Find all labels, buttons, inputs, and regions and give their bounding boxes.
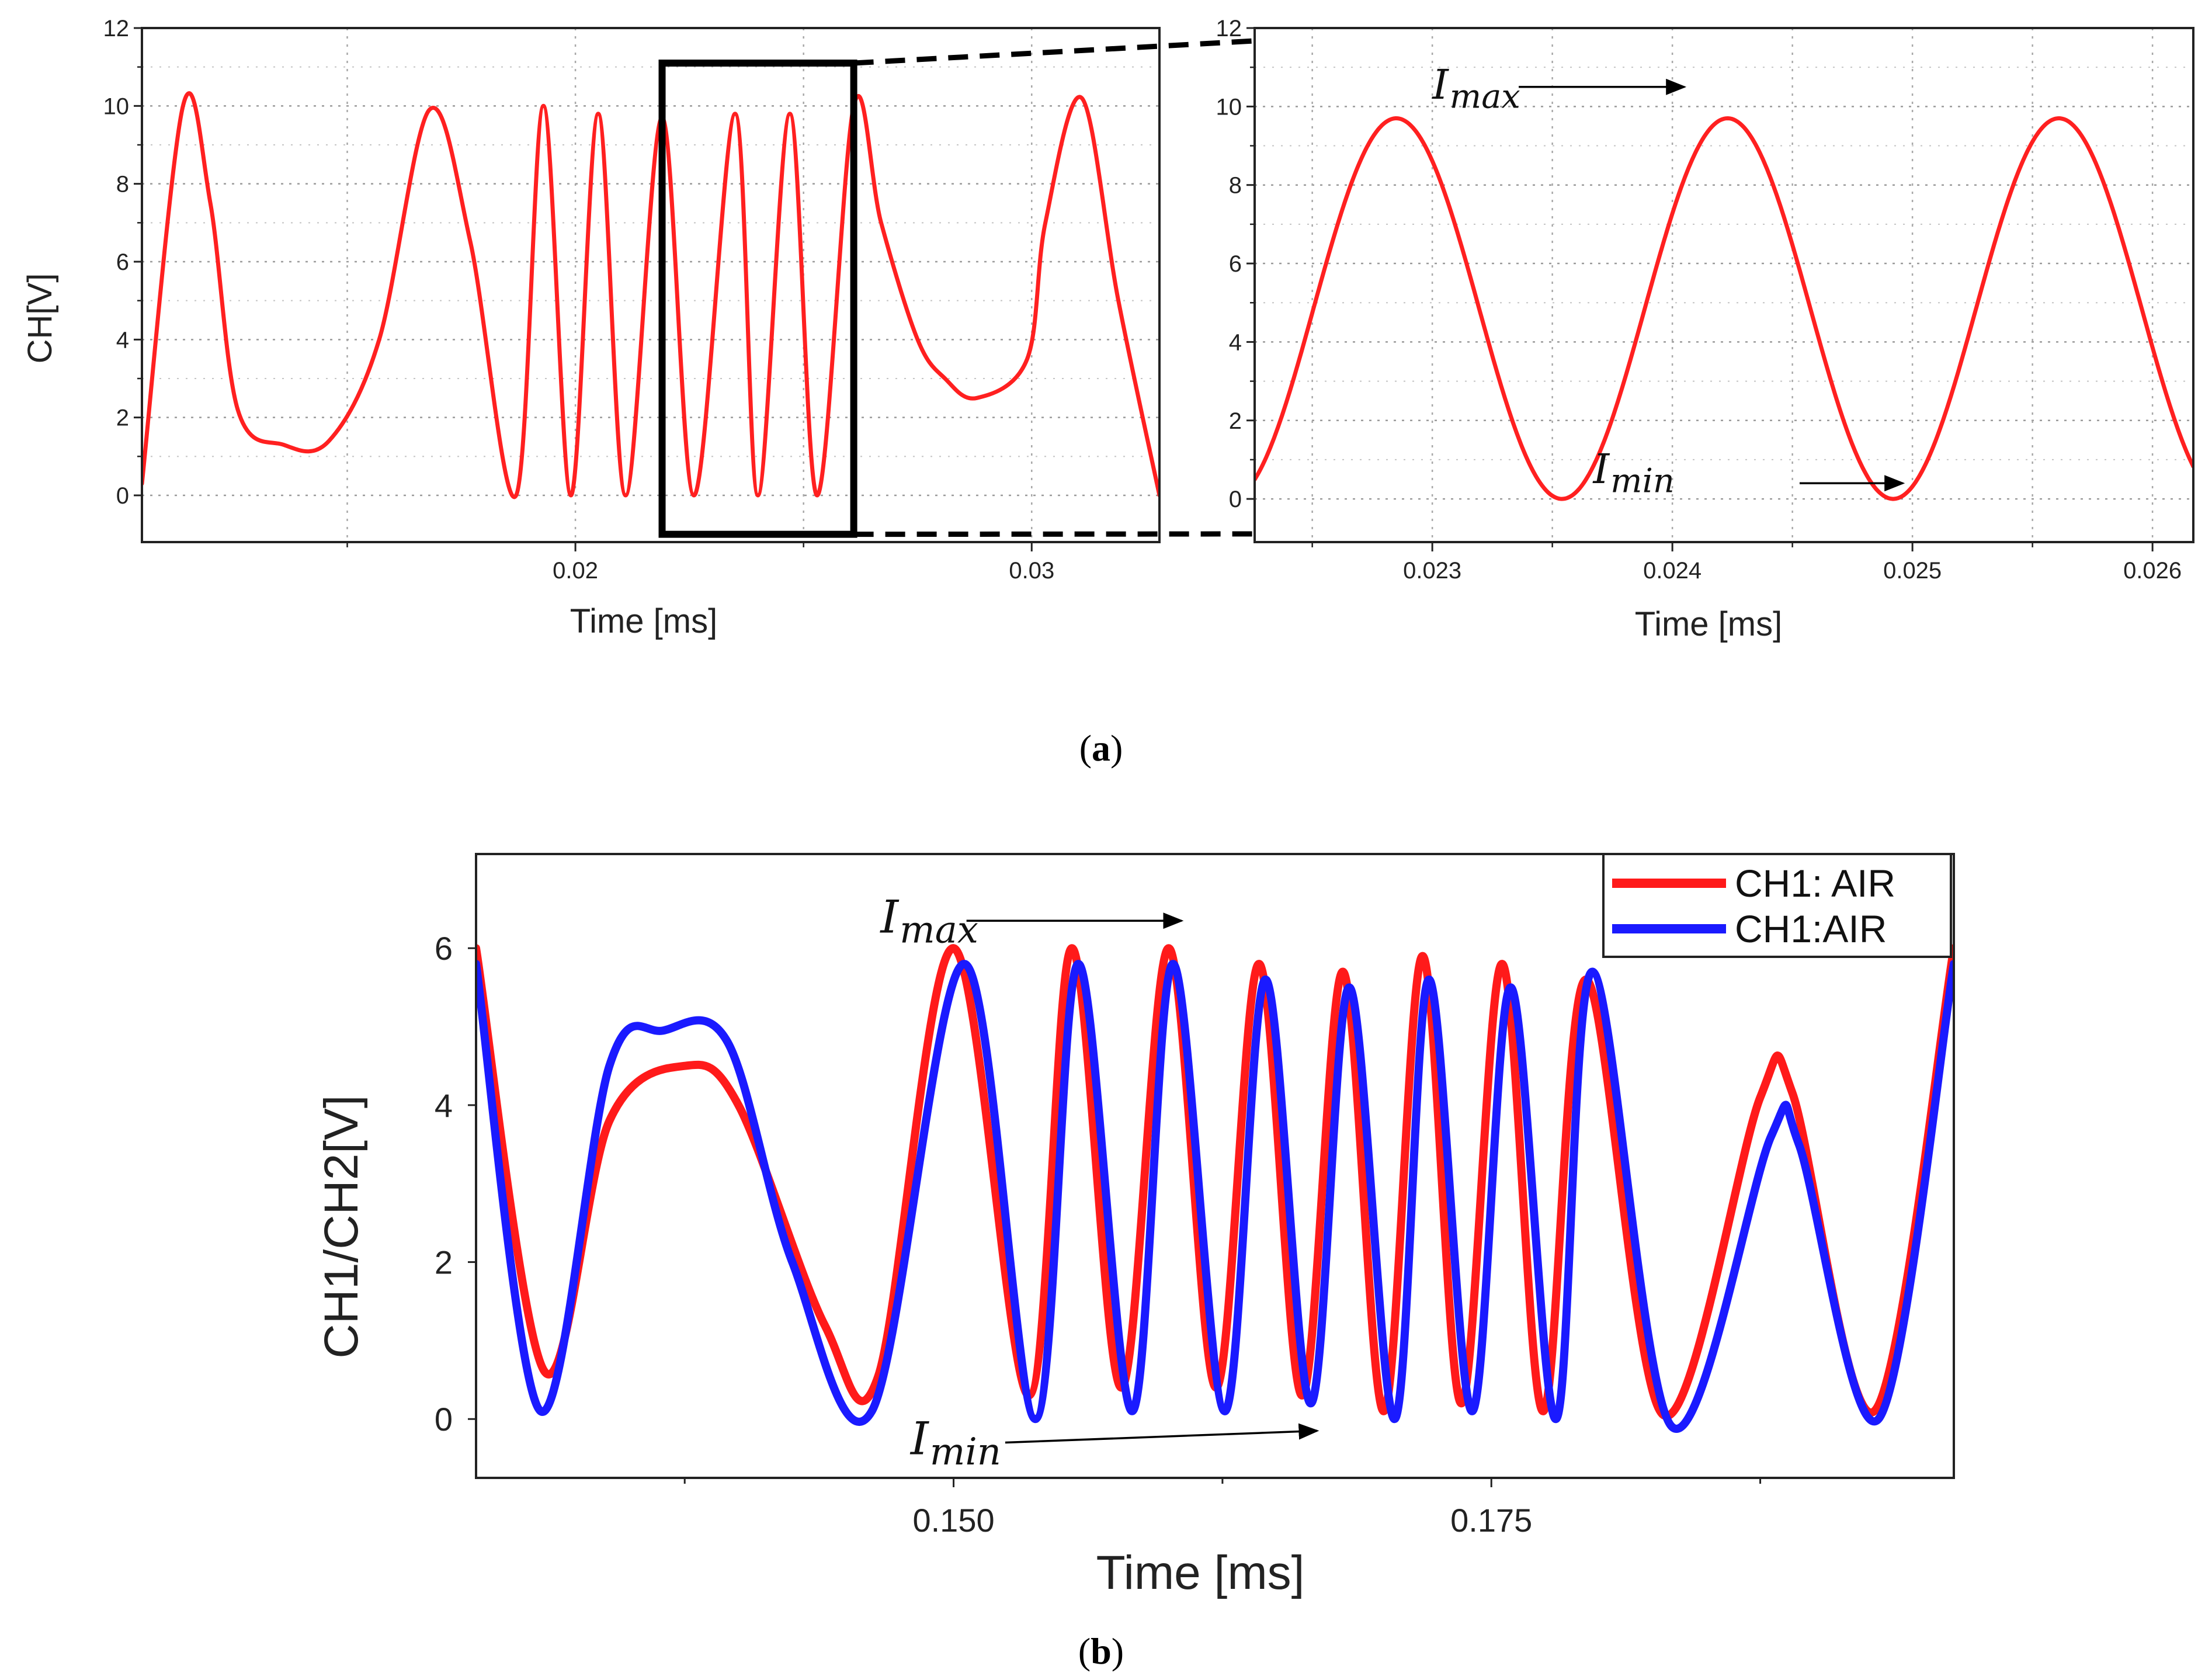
panel-a-overview-frame [141, 27, 1161, 543]
panel-a-overview-axes: 0 2 4 6 8 10 12 0.02 0.03 [103, 16, 1161, 584]
panel-a-overview-ytick-label: 2 [116, 405, 129, 431]
panel-a-zoom-annotation-max-subscript: max [1450, 77, 1520, 116]
panel-b-ytick-label: 6 [435, 930, 453, 967]
panel-b-series-1-line [476, 944, 1954, 1421]
panel-a-zoom-ytick-label: 6 [1229, 251, 1242, 277]
panel-a-zoom-annotation-min-subscript: min [1610, 461, 1675, 501]
panel-a-zoom-axes: 0 2 4 6 8 10 12 0.023 0.024 0.025 0.026 [1216, 16, 2194, 584]
panel-b-frame [475, 853, 1955, 1479]
panel-b-ytick-label: 0 [435, 1401, 453, 1438]
panel-a-zoom-region-box [658, 60, 857, 538]
panel-b-annotation-min: Imin [909, 1413, 1001, 1474]
panel-a-zoom-marks [1255, 116, 2193, 501]
panel-b-xtick-label: 0.150 [912, 1502, 994, 1539]
caption-b: (b) [1078, 1630, 1124, 1672]
panel-a-overview-xtick-label: 0.02 [553, 558, 598, 584]
panel-b-xlabel: Time [ms] [1096, 1546, 1305, 1599]
panel-a-zoom-xtick-label: 0.026 [2123, 558, 2182, 584]
panel-b-marks [476, 944, 1954, 1433]
zoom-connector-lines [853, 38, 1255, 537]
panel-a-zoom-xtick-label: 0.023 [1403, 558, 1461, 584]
legend-label-blue: CH1:AIR [1735, 907, 1887, 950]
panel-a-zoom-frame [1253, 27, 2194, 543]
panel-a-zoom-ytick-label: 10 [1216, 94, 1242, 120]
panel-a-zoom-annotation-max: Imax [1431, 61, 1520, 116]
panel-b-series-2-line [476, 960, 1954, 1433]
panel-a-zoom-ytick-label: 0 [1229, 487, 1242, 512]
panel-a-zoom-xtick-label: 0.024 [1643, 558, 1702, 584]
panel-a-overview-ytick-label: 12 [103, 16, 130, 41]
panel-b-annotation-max-subscript: max [900, 908, 978, 952]
panel-a-overview-ytick-label: 4 [116, 327, 129, 353]
caption-a: (a) [1079, 727, 1123, 769]
panel-b-legend: CH1: AIR CH1:AIR [1602, 853, 1952, 958]
panel-a-zoom-annotation-min-symbol: I [1592, 445, 1610, 493]
panel-a-overview-xtick-label: 0.03 [1009, 558, 1054, 584]
panel-a-zoom-ytick-label: 12 [1216, 16, 1242, 41]
panel-a-zoom-annotation-max-symbol: I [1431, 61, 1449, 109]
panel-a-overview-ytick-label: 0 [116, 483, 129, 509]
caption-a-letter: a [1092, 727, 1110, 769]
panel-a-zoom-ytick-label: 8 [1229, 173, 1242, 199]
panel-a-overview-grid [142, 27, 1159, 542]
panel-b-ylabel: CH1/CH2[V] [315, 1095, 368, 1358]
panel-a-overview-series-1-line [142, 91, 1159, 499]
panel-a-overview-ytick-label: 8 [116, 172, 129, 197]
panel-b-annotation-max: Imax [879, 891, 978, 952]
panel-a-zoom-xtick-label: 0.025 [1883, 558, 1942, 584]
panel-a-overview-ylabel: CH[V] [21, 273, 59, 364]
panel-a-overview-marks [142, 60, 1159, 538]
legend-label-red: CH1: AIR [1735, 862, 1895, 905]
panel-a-zoom-xlabel: Time [ms] [1635, 605, 1782, 643]
panel-a-overview-chart: 0 2 4 6 8 10 12 0.02 0.03 Time [ms] CH[V] [21, 16, 1161, 640]
panel-b-ytick-label: 4 [435, 1087, 453, 1124]
caption-b-letter: b [1091, 1630, 1112, 1672]
panel-b-ytick-label: 2 [435, 1244, 453, 1281]
panel-b-annotation-min-symbol: I [909, 1413, 930, 1466]
panel-b-annotation-min-subscript: min [930, 1431, 1001, 1474]
panel-a-zoom-annotation-min: Imin [1592, 445, 1675, 500]
panel-a-overview-ytick-label: 6 [116, 249, 129, 275]
panel-b-xtick-label: 0.175 [1450, 1502, 1532, 1539]
zoom-connector-top [853, 38, 1255, 66]
panel-a-overview-xlabel: Time [ms] [570, 602, 717, 640]
panel-a-zoom-grid [1255, 27, 2193, 542]
panel-a-overview-ytick-label: 10 [103, 93, 130, 119]
panel-a-zoom-ytick-label: 4 [1229, 329, 1242, 355]
panel-a-zoom-series-1-line [1255, 116, 2193, 501]
panel-b-annotation-min-arrow [1005, 1423, 1319, 1444]
panel-b-annotation-max-symbol: I [879, 891, 900, 943]
panel-a-zoom-ytick-label: 2 [1229, 408, 1242, 434]
panel-b-axes: 0 2 4 6 0.150 0.175 [435, 853, 1955, 1539]
